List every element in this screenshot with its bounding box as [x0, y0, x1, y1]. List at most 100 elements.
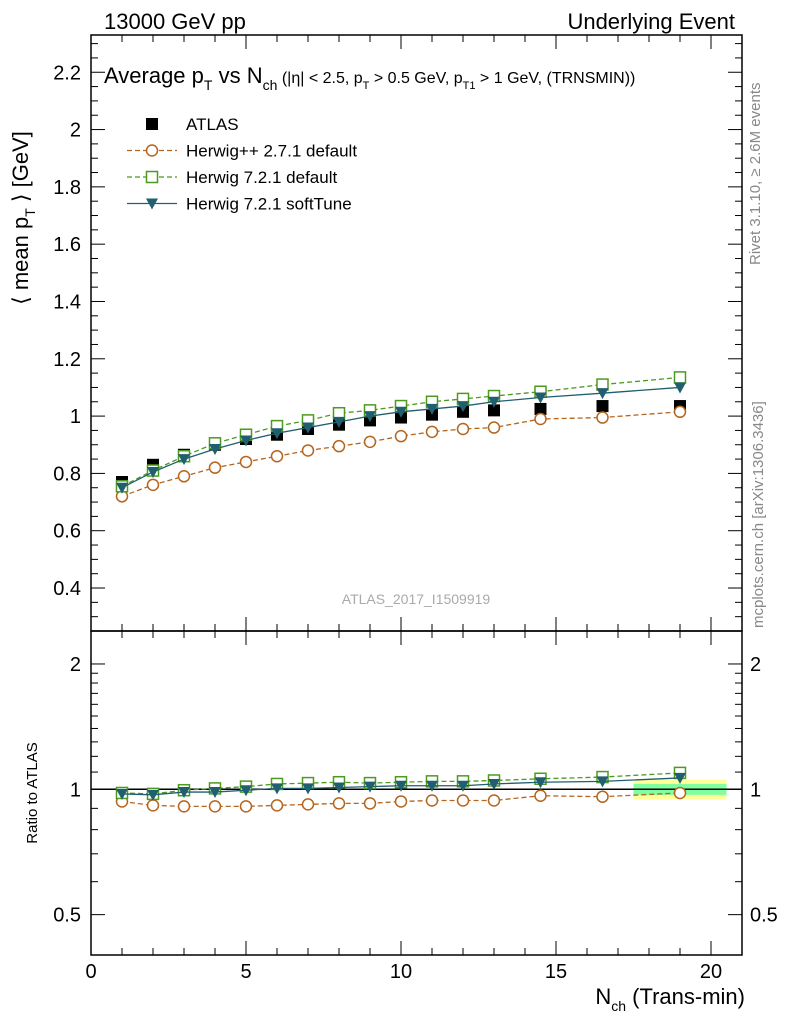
ratio-series-point: [208, 800, 222, 813]
main-series-point: [456, 422, 470, 436]
ratio-series-point: [146, 799, 160, 812]
legend-marker: [145, 144, 159, 157]
title-main: Average p: [104, 63, 204, 88]
main-series-point: [116, 482, 128, 494]
main-series-point: [364, 411, 376, 423]
ratio-series-point: [364, 781, 376, 793]
xlabel-text: N: [595, 984, 611, 1009]
xlabel-end: (Trans-min): [626, 984, 745, 1009]
main-series-layer: [115, 371, 687, 503]
ratio-series-point: [209, 787, 221, 799]
ratio-series-point: [270, 799, 284, 812]
legend-label: Herwig 7.2.1 default: [186, 168, 337, 187]
legend-marker: [146, 198, 158, 210]
title-cuts-a: (|η| < 2.5, p: [277, 70, 362, 87]
title-cuts-b-sub: T1: [463, 80, 476, 92]
main-series-point: [239, 455, 253, 469]
main-series-point: [363, 435, 377, 449]
main-y-tick-label: 1.8: [53, 177, 81, 199]
main-series-point: [302, 422, 314, 434]
legend: ATLAS Herwig++ 2.7.1 default Herwig 7.2.1 …: [127, 115, 357, 214]
ratio-series-point: [674, 772, 686, 784]
main-y-tick-label: 1.2: [53, 349, 81, 371]
main-series-point: [534, 412, 547, 426]
main-series-point: [301, 444, 315, 457]
ratio-y-tick-label-right: 1: [750, 779, 761, 801]
analysis-watermark: ATLAS_2017_I1509919: [342, 591, 491, 607]
main-y-axis-label: ⟨ mean pT ⟩ [GeV]: [8, 131, 38, 305]
ratio-series-point: [302, 783, 314, 795]
ratio-panel-frame: [90, 630, 743, 956]
ratio-series-point: [426, 780, 438, 792]
title-cuts-a-sub: T: [363, 80, 370, 92]
ratio-series-point: [395, 780, 407, 792]
main-series-point: [673, 405, 687, 419]
xlabel-sub: ch: [611, 998, 626, 1014]
main-y-tick-label: 0.8: [53, 463, 81, 485]
ratio-series-point: [534, 777, 547, 789]
main-ylabel-sub: T: [22, 208, 38, 217]
ratio-series-point: [534, 789, 547, 803]
main-series-point: [457, 401, 469, 413]
main-y-tick-label: 1: [70, 406, 81, 428]
legend-marker: [145, 170, 159, 184]
ratio-series-point: [673, 786, 687, 800]
main-series-point: [178, 454, 190, 466]
main-series-point: [596, 411, 609, 424]
ratio-series-point: [333, 782, 345, 794]
title-cuts-c: > 1 GeV, (TRNSMIN)): [475, 70, 635, 87]
main-series-point: [426, 403, 438, 415]
ratio-series-line: [121, 792, 681, 808]
ratio-series-point: [240, 785, 252, 797]
main-series-line: [121, 386, 681, 489]
ratio-series-point: [147, 789, 159, 801]
x-tick-label: 10: [390, 961, 412, 983]
legend-marker: [146, 118, 158, 130]
x-tick-label: 5: [240, 961, 251, 983]
main-y-tick-label: 2: [70, 120, 81, 142]
main-y-tick-label: 0.4: [53, 578, 81, 600]
legend-label: Herwig 7.2.1 softTune: [186, 195, 352, 214]
main-y-tick-label: 0.6: [53, 521, 81, 543]
main-series-point: [674, 382, 686, 394]
rivet-label: Rivet 3.1.10, ≥ 2.6M events: [747, 83, 764, 266]
main-series-point: [240, 435, 252, 447]
main-series-point: [332, 439, 346, 453]
ratio-y-tick-label: 0.5: [53, 905, 81, 927]
main-series-point: [425, 425, 439, 439]
title-main-sub: T: [204, 77, 213, 93]
main-series-point: [596, 388, 609, 400]
main-series-point: [147, 466, 159, 478]
title-vs: vs N: [212, 63, 262, 88]
main-series-point: [673, 371, 687, 384]
main-series-point: [395, 406, 407, 418]
main-series-point: [487, 421, 501, 434]
ratio-y-tick-label: 1: [70, 779, 81, 801]
x-tick-label: 0: [85, 961, 96, 983]
header-right: Underlying Event: [567, 9, 735, 34]
x-tick-label: 15: [545, 961, 567, 983]
ratio-series-point: [596, 790, 609, 803]
main-axis-ticks: 0.4 0.6 0.8 1 1.2 1.4 1.6 1.8 2 2.2: [53, 35, 743, 631]
ratio-series-point: [457, 780, 469, 792]
ratio-series-point: [488, 778, 500, 790]
x-tick-label: 20: [700, 961, 722, 983]
main-series-point: [596, 400, 609, 413]
main-ylabel-end: ⟩ [GeV]: [8, 131, 33, 208]
ratio-series-point: [487, 794, 501, 807]
legend-label: Herwig++ 2.7.1 default: [186, 142, 357, 161]
main-series-point: [534, 402, 547, 415]
main-series-point: [488, 396, 500, 408]
title-vs-sub: ch: [263, 77, 278, 93]
main-series-point: [488, 404, 500, 417]
main-series-line: [121, 411, 681, 497]
ratio-y-tick-label-right: 0.5: [750, 905, 778, 927]
main-series-point: [208, 461, 222, 474]
main-series-point: [209, 444, 221, 456]
main-series-point: [394, 429, 408, 443]
ratio-series-point: [301, 798, 315, 811]
ratio-series-point: [596, 776, 609, 788]
main-series-point: [177, 470, 191, 483]
